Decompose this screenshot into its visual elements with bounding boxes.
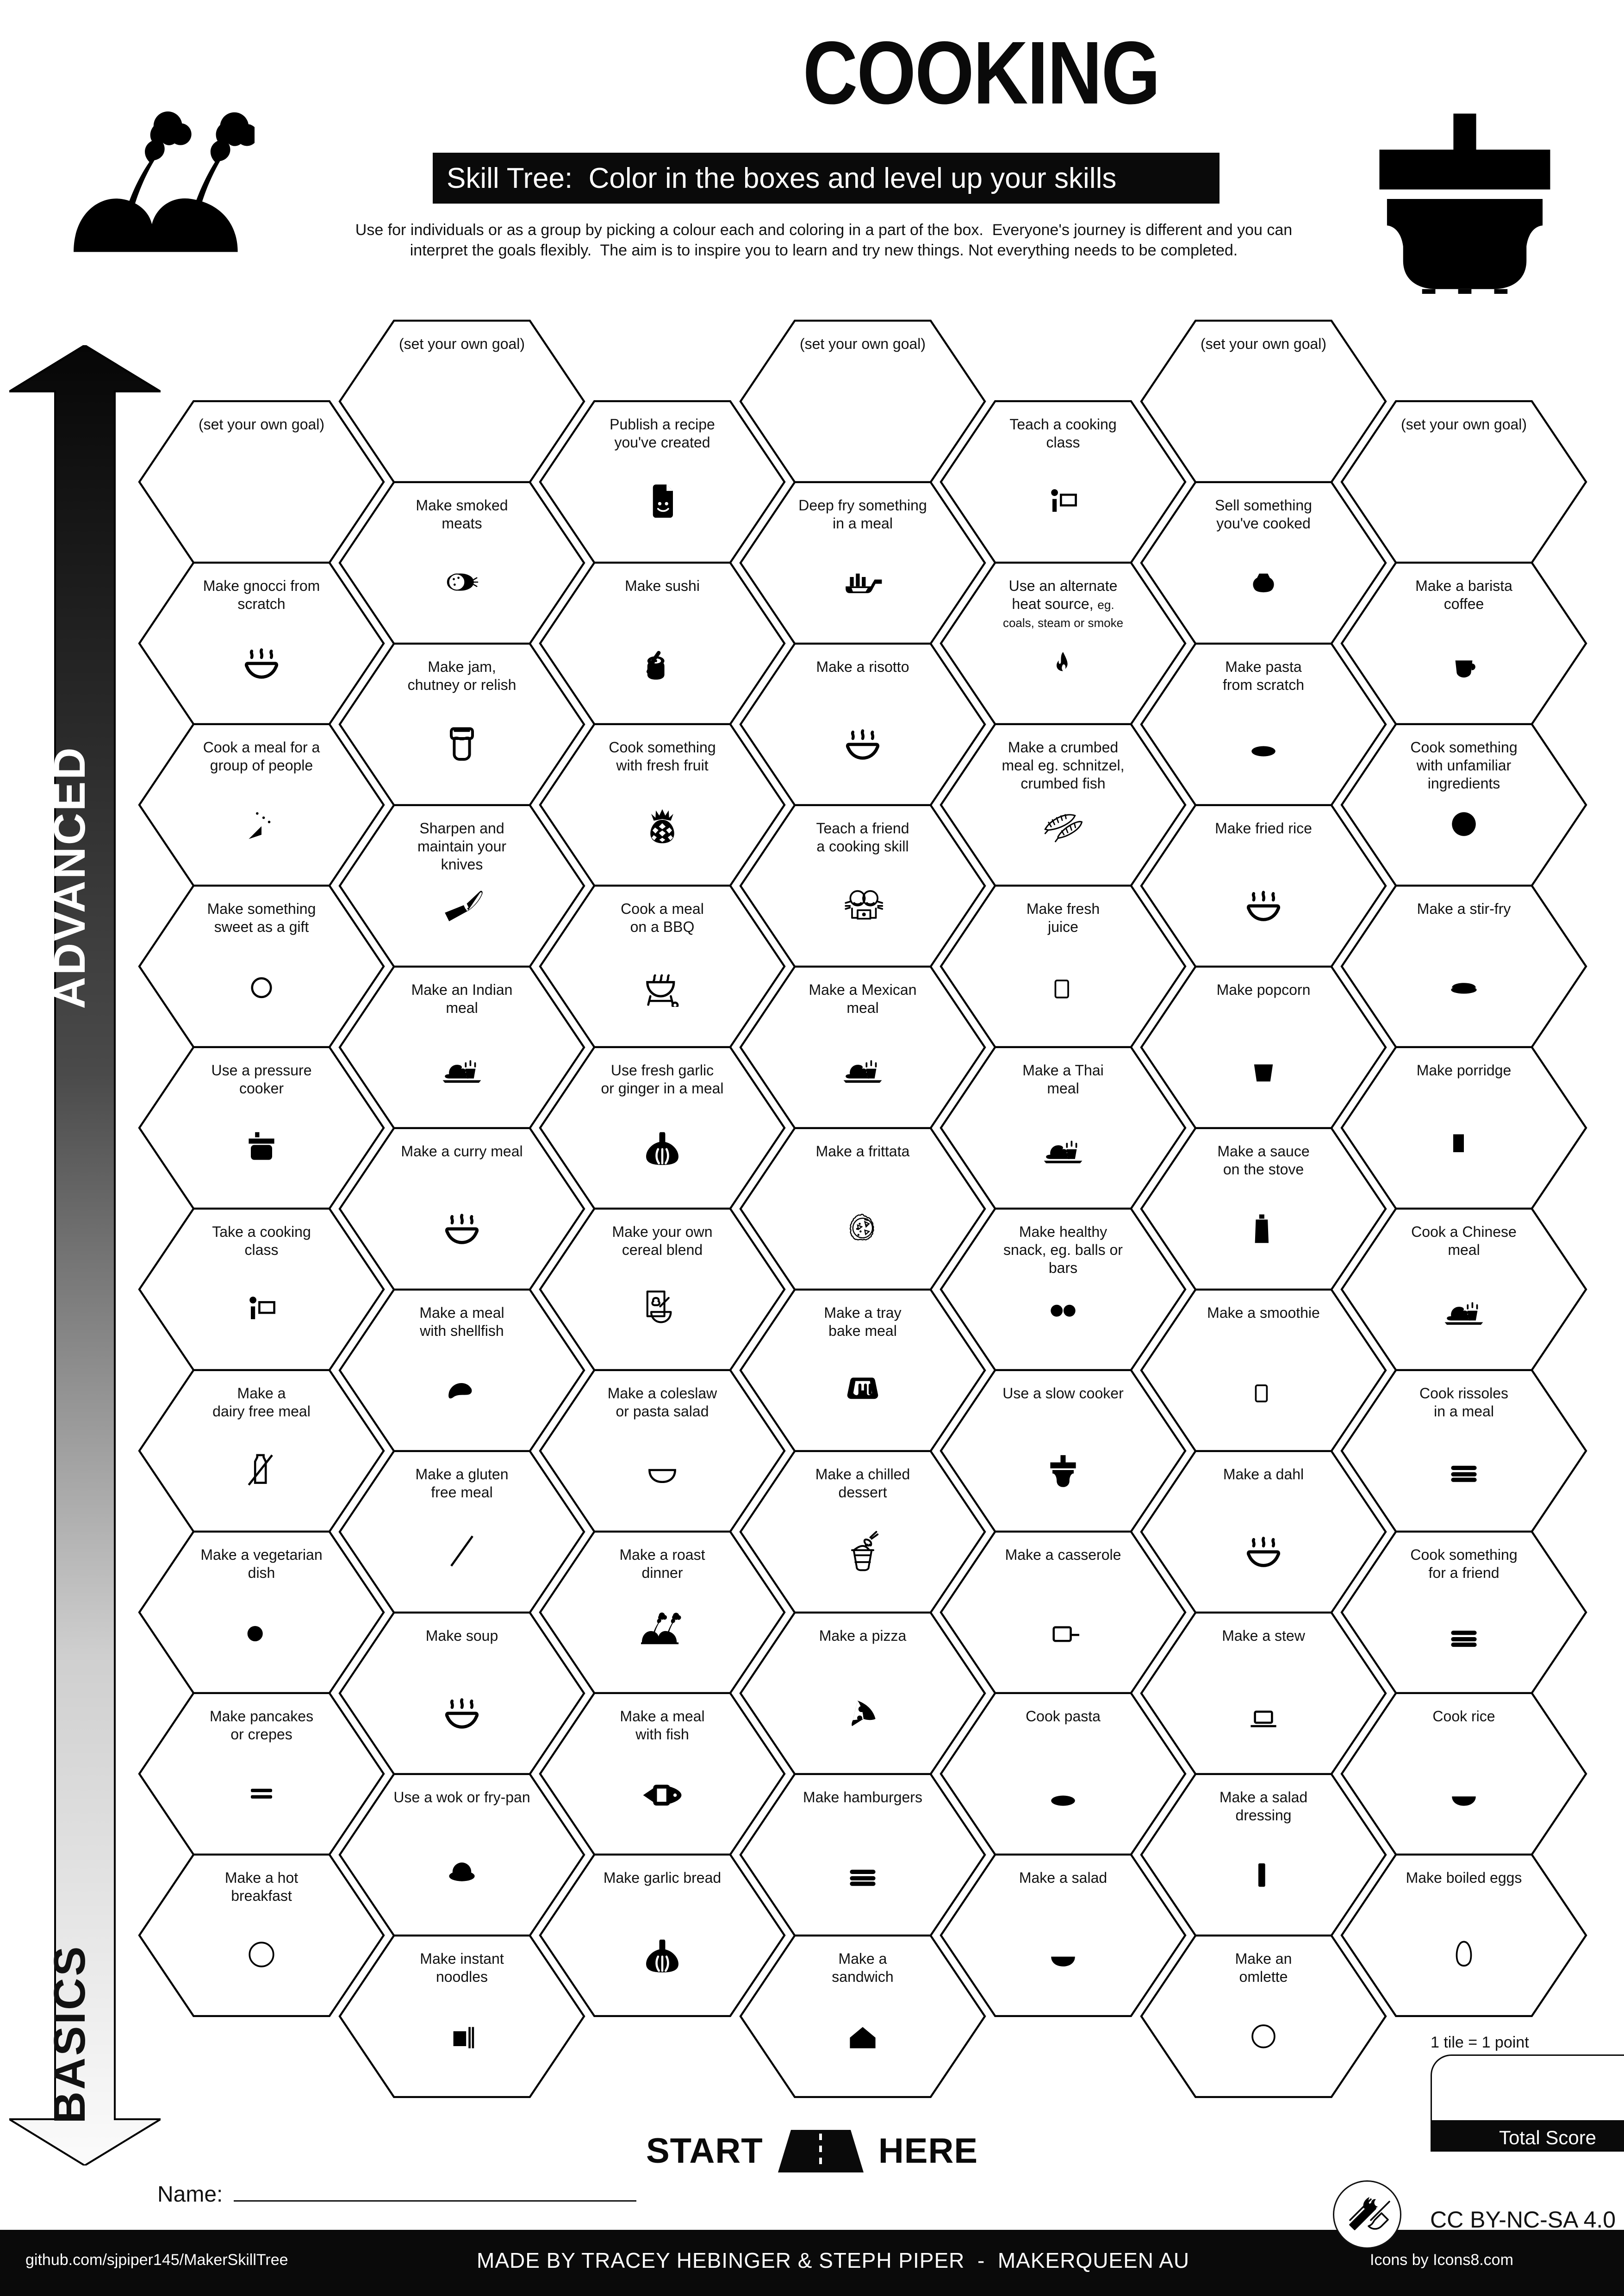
svg-text:BASICS: BASICS [45, 1945, 94, 2124]
svg-text:ADVANCED: ADVANCED [45, 746, 94, 1009]
